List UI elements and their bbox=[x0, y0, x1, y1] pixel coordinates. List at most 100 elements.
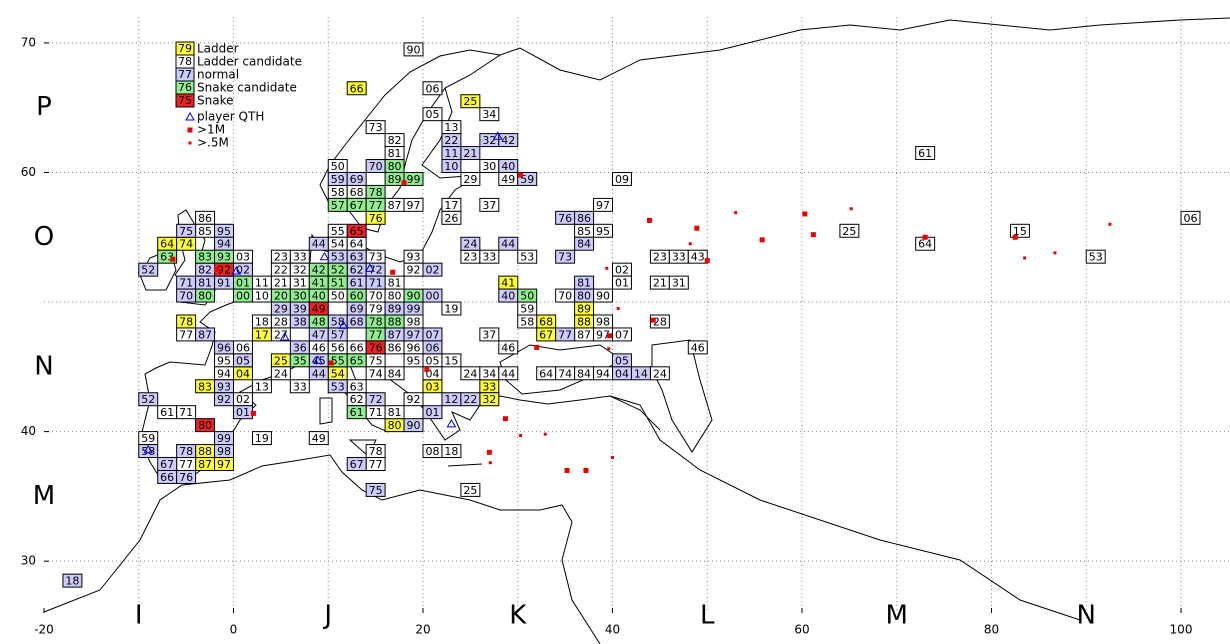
square-label: 86 bbox=[388, 341, 402, 354]
square-label: 46 bbox=[312, 341, 326, 354]
grid-square bbox=[479, 197, 500, 212]
square-label: 78 bbox=[369, 445, 383, 458]
marker bbox=[1023, 256, 1027, 260]
grid-square bbox=[422, 340, 443, 355]
square-label: 70 bbox=[179, 290, 193, 303]
square-label: 92 bbox=[407, 264, 421, 277]
square-label: 25 bbox=[842, 225, 856, 238]
legend-label: Snake bbox=[197, 94, 233, 108]
square-label: 58 bbox=[141, 445, 155, 458]
square-label: 31 bbox=[672, 277, 686, 290]
square-label: 74 bbox=[179, 238, 193, 251]
square-label: 02 bbox=[236, 393, 250, 406]
x-tick-label: -20 bbox=[34, 623, 54, 637]
marker bbox=[312, 355, 323, 364]
grid-square bbox=[365, 120, 386, 135]
grid-square bbox=[441, 210, 462, 225]
grid-square bbox=[365, 275, 386, 290]
square-label: 64 bbox=[539, 367, 553, 380]
square-label: 97 bbox=[407, 328, 421, 341]
square-label: 32 bbox=[293, 264, 307, 277]
square-label: 67 bbox=[160, 458, 174, 471]
grid-square bbox=[403, 418, 424, 433]
grid-square bbox=[441, 159, 462, 173]
square-label: 77 bbox=[179, 328, 193, 341]
grid-square bbox=[384, 314, 405, 329]
square-label: 29 bbox=[463, 173, 477, 186]
square-label: 81 bbox=[388, 147, 402, 160]
square-label: 01 bbox=[236, 277, 250, 290]
square-label: 75 bbox=[179, 225, 193, 238]
square-label: 54 bbox=[331, 367, 345, 380]
square-label: 17 bbox=[255, 328, 269, 341]
marker bbox=[607, 347, 611, 351]
square-label: 12 bbox=[444, 393, 458, 406]
grid-square bbox=[346, 353, 367, 368]
square-label: 09 bbox=[615, 173, 629, 186]
square-label: 33 bbox=[293, 380, 307, 393]
square-label: 97 bbox=[407, 199, 421, 212]
legend: 79 Ladder 78 Ladder candidate 77 normal 76 Snak… bbox=[175, 41, 302, 150]
grid-square bbox=[630, 366, 651, 381]
marker bbox=[1012, 234, 1018, 240]
square-label: 24 bbox=[463, 238, 477, 251]
square-label: 15 bbox=[1013, 225, 1027, 238]
square-label: 78 bbox=[369, 186, 383, 199]
square-label: 15 bbox=[444, 354, 458, 367]
square-label: 90 bbox=[407, 419, 421, 432]
square-label: 76 bbox=[558, 212, 572, 225]
square-label: 97 bbox=[217, 458, 231, 471]
square-label: 42 bbox=[501, 134, 515, 147]
square-label: 01 bbox=[615, 277, 629, 290]
square-label: 02 bbox=[425, 264, 439, 277]
grid-square bbox=[612, 275, 632, 290]
grid-square bbox=[138, 392, 159, 407]
square-label: 53 bbox=[331, 380, 345, 393]
marker bbox=[534, 344, 540, 350]
grid-square bbox=[498, 340, 519, 355]
square-label: 51 bbox=[331, 277, 345, 290]
square-label: 46 bbox=[501, 341, 515, 354]
grid-square bbox=[498, 366, 519, 381]
grid-square bbox=[233, 353, 253, 368]
marker bbox=[1108, 222, 1112, 226]
square-label: 21 bbox=[274, 277, 288, 290]
grid-square bbox=[498, 236, 519, 251]
grid-square bbox=[195, 327, 216, 342]
square-label: 53 bbox=[331, 251, 345, 264]
grid-square bbox=[593, 223, 613, 238]
square-label: 61 bbox=[350, 406, 364, 419]
marker bbox=[231, 265, 242, 275]
legend-swatch bbox=[175, 93, 195, 108]
square-label: 81 bbox=[577, 277, 591, 290]
square-label: 39 bbox=[293, 303, 307, 316]
square-label: 46 bbox=[691, 341, 705, 354]
x-tick-label: 80 bbox=[984, 623, 999, 637]
square-label: 75 bbox=[369, 484, 383, 497]
square-label: 73 bbox=[558, 251, 572, 264]
field-letter: N bbox=[34, 351, 53, 381]
square-label: 47 bbox=[312, 328, 326, 341]
grid-square bbox=[138, 262, 159, 277]
square-label: 08 bbox=[425, 445, 439, 458]
square-label: 67 bbox=[350, 458, 364, 471]
square-label: 21 bbox=[653, 277, 667, 290]
square-label: 24 bbox=[274, 367, 288, 380]
square-label: 65 bbox=[350, 354, 364, 367]
square-label: 58 bbox=[331, 186, 345, 199]
square-label: 98 bbox=[596, 315, 610, 328]
square-label: 94 bbox=[217, 238, 231, 251]
square-label: 84 bbox=[577, 238, 591, 251]
square-label: 89 bbox=[388, 173, 402, 186]
marker bbox=[543, 432, 547, 436]
square-label: 69 bbox=[350, 303, 364, 316]
square-label: 00 bbox=[236, 290, 250, 303]
square-label: 50 bbox=[520, 290, 534, 303]
square-label: 71 bbox=[179, 406, 193, 419]
legend-label: >.5M bbox=[197, 136, 229, 150]
square-label: 42 bbox=[312, 264, 326, 277]
legend-label: Ladder candidate bbox=[197, 55, 302, 69]
square-label: 91 bbox=[217, 277, 231, 290]
square-label: 74 bbox=[369, 367, 383, 380]
